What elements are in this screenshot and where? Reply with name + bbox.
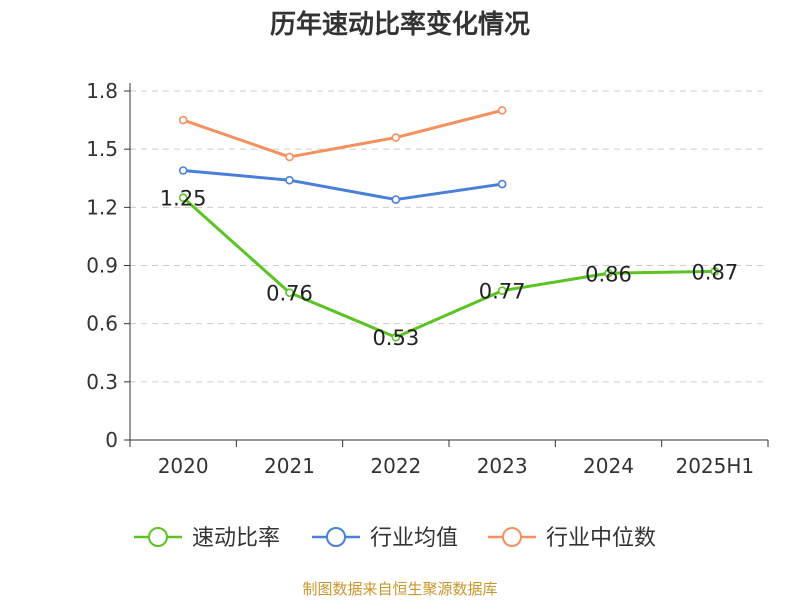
data-point <box>285 288 294 297</box>
data-label: 1.25 <box>160 187 207 211</box>
data-point <box>497 286 507 296</box>
y-tick-label: 0.9 <box>86 254 118 278</box>
y-tick-label: 0.6 <box>86 312 118 336</box>
series-line-0 <box>182 196 715 339</box>
data-point <box>391 195 401 204</box>
legend-marker <box>502 527 522 547</box>
data-label: 0.86 <box>585 262 632 286</box>
data-point <box>178 193 188 202</box>
data-label: 0.87 <box>691 260 738 284</box>
legend-label: 行业均值 <box>370 526 458 551</box>
x-tick-label: 2022 <box>370 454 421 478</box>
x-tick-label: 2023 <box>477 454 528 478</box>
series-line-1 <box>183 169 503 202</box>
x-tick-label: 2025H1 <box>675 454 754 478</box>
chart-title: 历年速动比率变化情况 <box>269 10 530 40</box>
series <box>178 106 720 342</box>
data-point <box>178 115 188 125</box>
y-tick-label: 1.8 <box>86 79 118 103</box>
grid-lines <box>130 90 768 383</box>
data-label: 0.76 <box>266 282 313 306</box>
legend-marker <box>148 527 168 547</box>
y-tick-label: 0.3 <box>86 370 118 394</box>
series-line-2 <box>182 108 503 159</box>
data-point <box>178 166 188 175</box>
x-tick-label: 2024 <box>583 454 634 478</box>
data-point <box>497 106 507 115</box>
x-tick-label: 2020 <box>158 454 209 478</box>
data-point <box>710 267 720 276</box>
axes: 0 0.3 0.6 0.9 1.2 1.5 1.8 2020 2021 2022 2023 2024 2… <box>86 79 769 478</box>
data-labels: 1.25 0.76 0.53 0.77 0.86 0.87 <box>160 187 738 351</box>
data-point <box>285 152 294 162</box>
y-tick-label: 1.2 <box>86 195 118 219</box>
data-point <box>391 332 401 342</box>
data-point <box>497 179 507 189</box>
source-note: 制图数据来自恒生聚源数据库 <box>302 580 498 598</box>
legend: 速动比率 行业均值 行业中位数 <box>134 526 656 551</box>
data-point <box>285 175 294 185</box>
legend-marker <box>326 527 346 547</box>
y-tick-label: 1.5 <box>86 137 118 161</box>
legend-label: 速动比率 <box>192 526 280 551</box>
legend-label: 行业中位数 <box>546 526 656 551</box>
data-point <box>391 133 401 142</box>
data-label: 0.77 <box>479 280 526 304</box>
y-tick-label: 0 <box>105 428 118 452</box>
data-label: 0.53 <box>372 326 419 350</box>
x-tick-label: 2021 <box>264 454 315 478</box>
data-point <box>604 268 613 278</box>
